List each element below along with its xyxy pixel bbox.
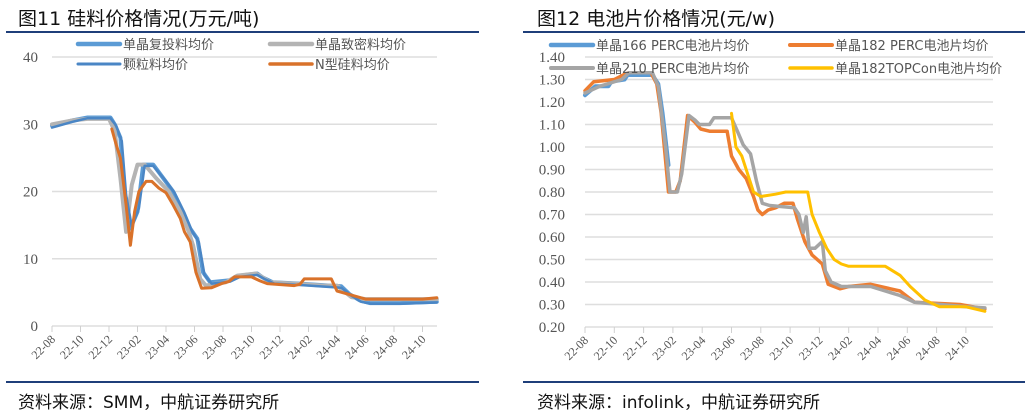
- y-tick-label: 0.50: [539, 253, 565, 269]
- series-line-2: [50, 116, 439, 302]
- y-tick-label: 20: [23, 185, 38, 201]
- x-tick-label: 23-02: [114, 332, 144, 362]
- legend-label: 单晶182 PERC电池片均价: [835, 39, 988, 54]
- legend-label: 单晶复投料均价: [123, 37, 214, 53]
- y-tick-label: 0.60: [539, 230, 565, 246]
- x-tick-label: 22-12: [85, 332, 115, 362]
- x-tick-label: 24-06: [884, 333, 914, 363]
- x-tick-label: 23-08: [737, 333, 767, 363]
- legend-label: 单晶致密料均价: [315, 37, 406, 53]
- silicon-price-chart: 01020304022-0822-1022-1223-0223-0423-062…: [23, 37, 439, 362]
- x-tick-label: 23-08: [199, 332, 229, 362]
- legend-label: 单晶166 PERC电池片均价: [596, 39, 749, 54]
- x-tick-label: 22-08: [561, 333, 591, 363]
- right-figure: 图12 电池片价格情况(元/w) 0.20 0.30 0.40 0.50 0.60 0.7…: [515, 0, 1031, 415]
- x-tick-label: 22-10: [57, 332, 87, 362]
- right-source: 资料来源：infolink，中航证券研究所: [537, 393, 820, 413]
- right-figure-title: 图12 电池片价格情况(元/w): [537, 8, 775, 30]
- x-tick-label: 23-10: [228, 332, 258, 362]
- x-tick-label: 24-10: [399, 332, 429, 362]
- x-tick-label: 23-06: [708, 333, 738, 363]
- x-tick-label: 23-12: [796, 333, 826, 363]
- x-tick-label: 23-06: [171, 332, 201, 362]
- left-source-rule: [6, 381, 479, 383]
- series-line-3: [50, 116, 439, 306]
- right-title-rule: [523, 31, 1025, 33]
- legend-label: 单晶182TOPCon电池片均价: [835, 62, 1002, 77]
- x-tick-label: 24-10: [942, 333, 972, 363]
- y-tick-label: 0.70: [539, 208, 565, 224]
- y-tick-label: 0.80: [539, 185, 565, 201]
- left-figure: 图11 硅料价格情况(万元/吨) 0 10 20 30 40 22-08 22-10 22-1…: [0, 0, 515, 415]
- left-title-rule: [6, 31, 479, 33]
- series-line-4: [730, 111, 987, 313]
- x-tick-label: 23-04: [142, 332, 172, 362]
- x-tick-label: 24-04: [854, 333, 884, 363]
- x-tick-label: 23-02: [649, 333, 679, 363]
- left-figure-title: 图11 硅料价格情况(万元/吨): [18, 8, 260, 30]
- y-tick-label: 0: [31, 319, 39, 335]
- y-tick-label: 10: [23, 252, 38, 268]
- legend-label: 单晶210 PERC电池片均价: [596, 62, 749, 77]
- y-tick-label: 1.10: [539, 118, 565, 134]
- x-tick-label: 24-06: [342, 332, 372, 362]
- x-tick-label: 23-10: [767, 333, 797, 363]
- series-line-3: [583, 70, 987, 310]
- y-tick-label: 0.30: [539, 298, 565, 314]
- y-tick-label: 1.20: [539, 95, 565, 111]
- cell-price-chart: 0.20 0.30 0.40 0.50 0.60 0.70 0.80 0.90 1.00 1.10…: [539, 39, 1002, 363]
- left-source: 资料来源：SMM，中航证券研究所: [18, 393, 280, 413]
- y-tick-label: 0.40: [539, 275, 565, 291]
- y-tick-label: 1.30: [539, 73, 565, 89]
- x-tick-label: 24-02: [285, 332, 315, 362]
- x-tick-label: 23-12: [256, 332, 286, 362]
- y-tick-label: 0.90: [539, 163, 565, 179]
- x-tick-label: 22-08: [28, 332, 58, 362]
- y-tick-label: 1.40: [539, 50, 565, 66]
- right-source-rule: [523, 381, 1025, 383]
- legend-label: N型硅料均价: [315, 58, 390, 73]
- y-tick-label: 30: [23, 117, 38, 133]
- y-tick-label: 0.20: [539, 320, 565, 336]
- y-tick-label: 1.00: [539, 140, 565, 156]
- x-tick-label: 24-08: [370, 332, 400, 362]
- legend-label: 颗粒料均价: [123, 58, 188, 73]
- series-line-4: [110, 127, 439, 301]
- x-tick-label: 24-04: [313, 332, 343, 362]
- x-tick-label: 22-12: [620, 333, 650, 363]
- x-tick-label: 22-10: [591, 333, 621, 363]
- x-tick-label: 24-02: [825, 333, 855, 363]
- x-tick-label: 23-04: [679, 333, 709, 363]
- y-tick-label: 40: [23, 50, 38, 66]
- x-tick-label: 24-08: [913, 333, 943, 363]
